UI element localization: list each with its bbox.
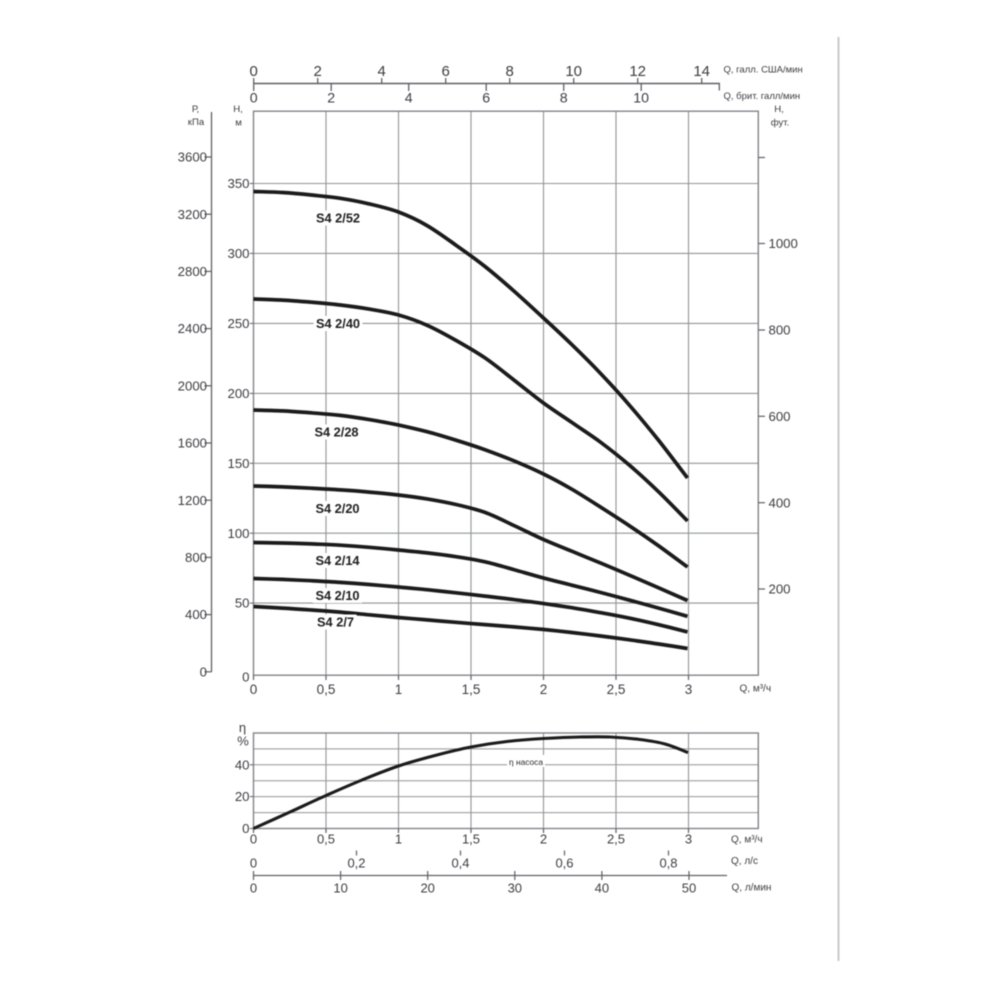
svg-text:кПа: кПа [188,117,205,128]
svg-text:1600: 1600 [178,436,207,451]
svg-text:1000: 1000 [769,236,798,251]
svg-text:2: 2 [327,91,335,107]
svg-text:6: 6 [442,63,450,80]
svg-text:0,6: 0,6 [555,856,573,871]
svg-text:4: 4 [405,91,413,107]
svg-text:40: 40 [595,880,609,895]
svg-text:40: 40 [235,757,250,772]
svg-text:200: 200 [769,582,791,597]
svg-text:Н,: Н, [233,104,243,115]
svg-text:S4 2/7: S4 2/7 [317,615,354,630]
svg-text:400: 400 [769,495,791,510]
svg-text:0,4: 0,4 [451,856,469,871]
svg-text:S4 2/14: S4 2/14 [315,553,360,568]
svg-text:Q, л/мин: Q, л/мин [732,883,772,894]
svg-text:350: 350 [227,176,249,191]
svg-text:0: 0 [250,682,258,697]
svg-text:150: 150 [227,456,249,471]
svg-text:фут.: фут. [771,118,790,129]
svg-text:1: 1 [395,682,403,697]
svg-text:2,5: 2,5 [607,682,626,697]
svg-text:12: 12 [629,63,646,80]
svg-text:6: 6 [482,91,490,107]
svg-text:0,8: 0,8 [659,856,677,871]
svg-text:50: 50 [682,880,696,895]
svg-text:2: 2 [540,682,548,697]
svg-text:10: 10 [333,880,347,895]
svg-text:0: 0 [250,63,258,80]
svg-text:η: η [239,720,246,735]
svg-text:Q, м³/ч: Q, м³/ч [740,684,772,695]
svg-text:1,5: 1,5 [462,832,480,847]
svg-text:30: 30 [508,880,522,895]
svg-text:300: 300 [227,246,249,261]
svg-text:8: 8 [560,91,568,107]
svg-text:η насоса: η насоса [509,757,543,767]
svg-text:Н,: Н, [774,104,784,115]
svg-text:%: % [237,734,249,749]
svg-text:8: 8 [506,63,514,80]
svg-text:1: 1 [395,832,402,847]
svg-text:S4 2/52: S4 2/52 [316,211,360,226]
svg-text:14: 14 [693,63,710,80]
svg-text:0: 0 [250,91,258,107]
svg-text:800: 800 [185,550,207,565]
svg-text:20: 20 [235,789,250,804]
svg-text:600: 600 [769,409,791,424]
svg-text:S4 2/20: S4 2/20 [315,501,359,516]
svg-text:0,5: 0,5 [317,682,336,697]
svg-text:0: 0 [250,880,257,895]
svg-text:100: 100 [227,526,249,541]
svg-text:2,5: 2,5 [607,832,625,847]
svg-text:0: 0 [242,669,249,684]
svg-text:50: 50 [235,596,250,611]
svg-text:800: 800 [769,323,791,338]
svg-text:3200: 3200 [178,207,207,222]
svg-text:2400: 2400 [178,321,207,336]
svg-text:м: м [235,118,242,129]
svg-text:250: 250 [227,316,249,331]
svg-text:0,2: 0,2 [347,856,365,871]
svg-text:3: 3 [685,682,693,697]
svg-text:S4 2/28: S4 2/28 [314,425,358,440]
svg-text:0,5: 0,5 [317,832,335,847]
svg-text:3600: 3600 [178,150,207,165]
svg-text:0: 0 [242,821,249,836]
svg-text:10: 10 [565,63,582,80]
svg-text:2800: 2800 [178,264,207,279]
svg-text:S4 2/40: S4 2/40 [316,316,360,331]
svg-text:20: 20 [420,880,434,895]
svg-text:400: 400 [185,607,207,622]
svg-text:1200: 1200 [178,493,207,508]
svg-text:0: 0 [250,832,257,847]
svg-text:2: 2 [540,832,547,847]
svg-text:Q, л/с: Q, л/с [731,856,758,867]
svg-text:2000: 2000 [178,378,207,393]
svg-text:0: 0 [200,664,207,679]
svg-text:Q, галл. США/мин: Q, галл. США/мин [724,65,803,76]
svg-text:1,5: 1,5 [462,682,481,697]
svg-text:Q, брит. галл/мин: Q, брит. галл/мин [724,91,801,102]
svg-text:10: 10 [633,91,649,107]
svg-text:Q, м³/ч: Q, м³/ч [731,835,763,846]
svg-text:200: 200 [227,386,249,401]
svg-text:2: 2 [314,63,322,80]
svg-text:Р,: Р, [192,104,199,115]
svg-text:S4 2/10: S4 2/10 [315,588,359,603]
svg-text:0: 0 [250,856,257,871]
svg-text:4: 4 [378,63,386,80]
svg-text:3: 3 [685,832,692,847]
